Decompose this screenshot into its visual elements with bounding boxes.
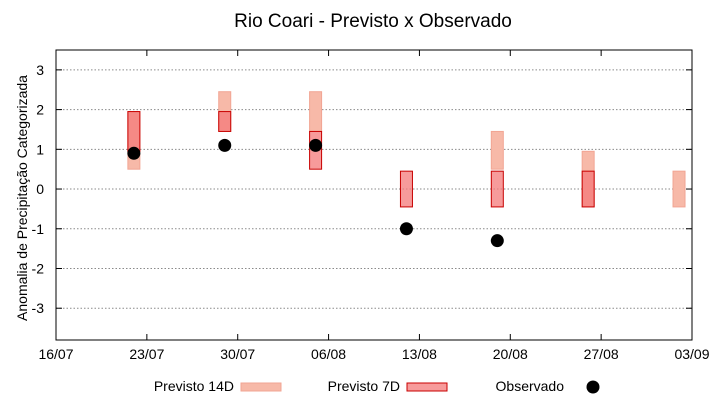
x-tick-label: 03/09 <box>674 346 709 362</box>
legend-label-observado: Observado <box>496 378 565 394</box>
point-observado <box>490 234 504 248</box>
legend-swatch-previsto-7d <box>406 382 448 392</box>
x-tick-label: 27/08 <box>584 346 619 362</box>
point-observado <box>309 138 323 152</box>
legend-swatch-observado <box>586 380 600 394</box>
legend-label-previsto-7d: Previsto 7D <box>328 378 400 394</box>
legend: Previsto 14D Previsto 7D Observado <box>154 378 600 394</box>
series-previsto-7d <box>127 111 595 208</box>
y-tick-label: 0 <box>36 181 44 197</box>
point-observado <box>127 146 141 160</box>
x-tick-label: 20/08 <box>493 346 528 362</box>
y-axis-label: Anomalia de Precipitação Categorizada <box>14 75 30 321</box>
grid-lines <box>56 69 692 309</box>
chart-title: Rio Coari - Previsto x Observado <box>234 11 512 32</box>
bar-previsto-7d <box>127 111 141 152</box>
y-tick-label: -3 <box>32 300 45 316</box>
y-tick-label: 2 <box>36 102 44 118</box>
bar-previsto-7d <box>218 111 232 132</box>
point-observado <box>399 222 413 236</box>
axis-ticks: 3 2 1 0 -1 -2 -3 16/07 23/07 30/07 06/08 13/08 20/08… <box>32 50 710 362</box>
bar-previsto-7d <box>490 170 504 208</box>
legend-swatch-previsto-14d <box>240 382 282 392</box>
x-tick-label: 13/08 <box>402 346 437 362</box>
y-tick-label: -1 <box>32 221 45 237</box>
y-tick-label: 1 <box>36 141 44 157</box>
y-tick-label: -2 <box>32 260 45 276</box>
x-tick-label: 30/07 <box>220 346 255 362</box>
bar-previsto-7d <box>399 170 413 208</box>
x-tick-label: 23/07 <box>129 346 164 362</box>
x-tick-label: 16/07 <box>38 346 73 362</box>
bar-previsto-7d <box>581 170 595 208</box>
x-tick-label: 06/08 <box>311 346 346 362</box>
y-tick-label: 3 <box>36 62 44 78</box>
point-observado <box>218 138 232 152</box>
plot-frame <box>55 49 693 341</box>
legend-label-previsto-14d: Previsto 14D <box>154 378 234 394</box>
bar-previsto-14d <box>309 91 323 132</box>
bar-previsto-14d <box>490 130 504 170</box>
bar-previsto-14d <box>672 170 686 208</box>
series-observado <box>127 138 504 248</box>
